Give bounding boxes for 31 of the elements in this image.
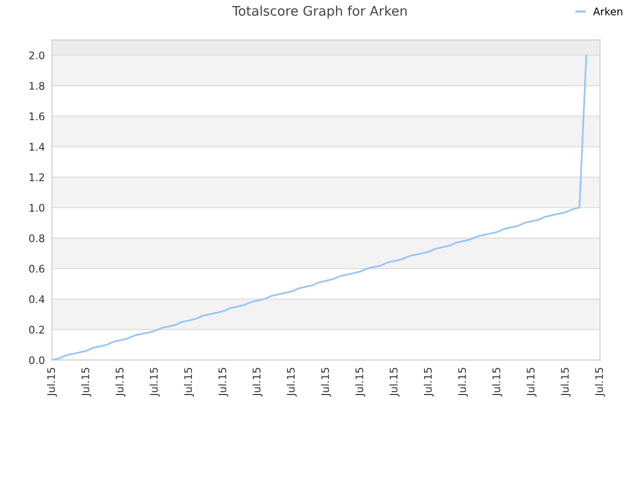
x-tick-label: Jul.15 [150,368,160,397]
x-tick-label: Jul.15 [46,368,57,397]
x-tick-label: Jul.15 [492,368,502,397]
y-tick-label: 0.2 [29,326,44,334]
y-tick-label: 1.2 [30,173,44,182]
x-tick-label: Jul.15 [184,368,194,397]
y-tick-label: 0.4 [29,295,44,304]
x-tick-label: Jul.15 [252,368,262,397]
x-tick-label: Jul.15 [389,368,400,397]
x-tick-label: Jul.15 [320,368,331,397]
legend-label: Arken [593,7,622,16]
y-tick-label: 0.0 [29,356,44,364]
x-tick-label: Jul.15 [560,368,571,397]
y-tick-label: 1.4 [30,143,44,151]
x-tick-label: Jul.15 [81,368,92,397]
x-tick-label: Jul.15 [424,368,434,397]
x-tick-label: Jul.15 [218,368,228,397]
line-series [52,54,588,360]
y-tick-label: 1.6 [30,112,44,120]
chart-title: Totalscore Graph for Arken [232,6,407,18]
y-tick-label: 1.0 [30,204,44,212]
x-tick-label: Jul.15 [458,368,468,397]
x-tick-label: Jul.15 [355,368,366,397]
y-tick-label: 1.8 [30,82,44,90]
x-tick-label: Jul.15 [594,368,605,397]
y-tick-label: 2.0 [29,51,44,60]
x-tick-label: Jul.15 [286,368,297,397]
y-tick-label: 0.6 [29,264,44,273]
x-tick-label: Jul.15 [115,368,126,397]
x-tick-label: Jul.15 [526,368,536,397]
y-tick-label: 0.8 [29,234,44,242]
